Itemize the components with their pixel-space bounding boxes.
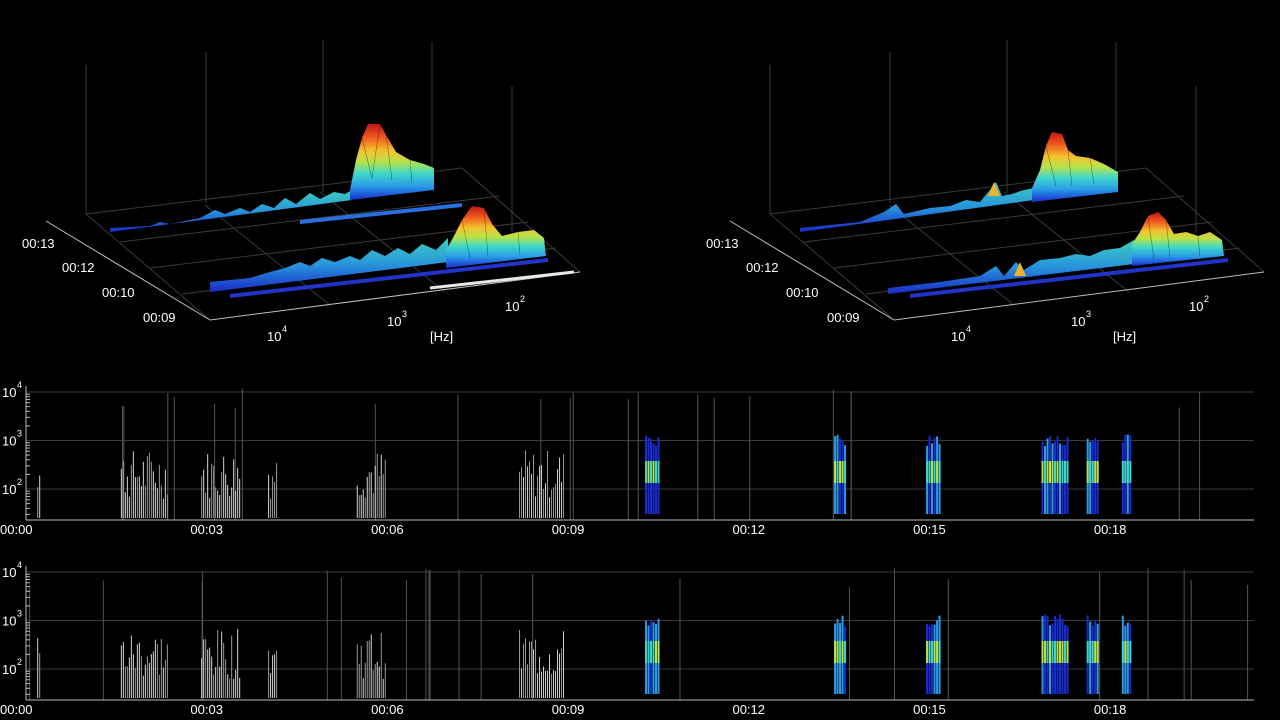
spectrogram-burst-grey (120, 635, 168, 698)
right-freq-tick-exp: 3 (1086, 309, 1091, 319)
spectrogram-y-tick-base: 10 (2, 482, 16, 497)
spectrogram-burst-colored (1086, 615, 1099, 694)
left-freq-tick-exp: 2 (520, 294, 525, 304)
right-back-row-peak (1032, 132, 1118, 202)
spectrogram-x-tick: 00:06 (371, 702, 404, 717)
right-freq-tick-base: 10 (951, 329, 965, 344)
spectrogram-burst-colored (926, 435, 941, 514)
left-frequency-axis (209, 271, 581, 321)
spectrogram-y-tick-exp: 3 (17, 609, 22, 619)
spectrogram-x-tick: 00:15 (913, 702, 946, 717)
spectrogram-x-tick: 00:00 (0, 522, 33, 537)
spectrogram-burst-colored (834, 615, 847, 694)
spectrogram-burst-grey (519, 629, 565, 698)
right-frequency-axis (893, 271, 1265, 321)
spectrogram-burst-colored (926, 615, 941, 694)
spectrogram-burst-grey (356, 632, 386, 698)
spectrogram-y-tick-base: 10 (2, 662, 16, 677)
spectrogram-y-tick-exp: 2 (17, 477, 22, 487)
spectrogram-x-tick: 00:12 (732, 522, 765, 537)
spectrogram-x-tick: 00:15 (913, 522, 946, 537)
left-time-tick: 00:12 (62, 260, 95, 275)
spectrogram-x-tick: 00:18 (1094, 522, 1127, 537)
left-time-tick: 00:13 (22, 236, 55, 251)
right-time-ticks: 00:13 00:12 00:10 00:09 (706, 236, 860, 325)
spectrogram-burst-grey (201, 629, 241, 698)
spectrogram-y-tick-exp: 4 (17, 380, 22, 390)
spectrogram-burst-grey (201, 454, 241, 518)
right-frequency-label: [Hz] (1113, 329, 1136, 344)
spectrogram-x-tick: 00:03 (190, 702, 223, 717)
spectrogram-y-tick-base: 10 (2, 385, 16, 400)
left-back-row-peak (350, 124, 434, 200)
spectrogram-burst-colored (1041, 614, 1069, 694)
spectrogram-burst-grey (37, 475, 41, 518)
left-time-tick: 00:10 (102, 285, 135, 300)
spectrogram-burst-grey (356, 453, 386, 518)
left-time-tick: 00:09 (143, 310, 176, 325)
left-freq-tick-exp: 4 (282, 324, 287, 334)
left-freq-tick-base: 10 (387, 314, 401, 329)
surface-panel-right: 00:13 00:12 00:10 00:09 10 4 10 3 10 2 [… (706, 40, 1265, 344)
spectrogram-y-tick-base: 10 (2, 614, 16, 629)
left-freq-tick-exp: 3 (402, 309, 407, 319)
spectrogram-burst-grey (120, 451, 168, 518)
spectrogram-burst-colored (1121, 615, 1132, 694)
spectrogram-x-tick: 00:09 (552, 702, 585, 717)
surface-panel-left: 00:13 00:12 00:10 00:09 10 4 10 3 10 2 [… (22, 40, 581, 344)
spectrogram-y-tick-base: 10 (2, 434, 16, 449)
left-front-row-peak (446, 206, 546, 268)
left-front-row-noise (210, 238, 448, 292)
left-freq-tick-base: 10 (505, 299, 519, 314)
left-freq-tick-base: 10 (267, 329, 281, 344)
right-time-axis (729, 220, 895, 321)
right-back-row-noise (800, 182, 1034, 232)
spectrogram-y-tick-exp: 3 (17, 429, 22, 439)
left-front-base-band (230, 258, 548, 298)
right-time-tick: 00:13 (706, 236, 739, 251)
spectrogram-burst-colored (645, 435, 660, 514)
right-front-row-noise (888, 240, 1134, 294)
right-time-tick: 00:10 (786, 285, 819, 300)
left-time-ticks: 00:13 00:12 00:10 00:09 (22, 236, 176, 325)
right-freq-tick-exp: 2 (1204, 294, 1209, 304)
left-front-white-ridge (429, 270, 575, 290)
spectrogram-burst-colored (645, 618, 660, 694)
spectrogram-x-tick: 00:00 (0, 702, 33, 717)
spectrogram-burst-grey (519, 450, 565, 518)
right-time-tick: 00:09 (827, 310, 860, 325)
left-frequency-label: [Hz] (430, 329, 453, 344)
left-back-row-noise (110, 190, 352, 232)
spectrogram-burst-grey (268, 650, 278, 698)
spectrogram-y-tick-base: 10 (2, 565, 16, 580)
spectrogram-burst-colored (1041, 435, 1069, 514)
left-middle-row-band (300, 203, 462, 224)
left-time-axis (45, 220, 211, 321)
spectrogram-y-tick-exp: 2 (17, 657, 22, 667)
spectrogram-burst-colored (834, 434, 847, 514)
spectrogram-x-tick: 00:03 (190, 522, 223, 537)
spectrogram-x-tick: 00:06 (371, 522, 404, 537)
spectrogram-x-tick: 00:09 (552, 522, 585, 537)
spectrogram-burst-colored (1121, 434, 1132, 514)
spectrogram-x-tick: 00:12 (732, 702, 765, 717)
right-freq-tick-exp: 4 (966, 324, 971, 334)
left-3d-grid (85, 40, 581, 321)
right-freq-tick-base: 10 (1071, 314, 1085, 329)
right-time-tick: 00:12 (746, 260, 779, 275)
right-frequency-ticks: 10 4 10 3 10 2 [Hz] (951, 294, 1209, 344)
right-front-base-band (910, 258, 1228, 298)
spectrogram-x-tick: 00:18 (1094, 702, 1127, 717)
left-frequency-ticks: 10 4 10 3 10 2 [Hz] (267, 294, 525, 344)
spectrogram-burst-colored (1086, 438, 1099, 514)
spectrogram-burst-grey (37, 638, 41, 698)
right-freq-tick-base: 10 (1189, 299, 1203, 314)
right-front-row-peak (1132, 212, 1224, 266)
spectrogram-burst-grey (268, 463, 278, 518)
spectrogram-y-tick-exp: 4 (17, 560, 22, 570)
